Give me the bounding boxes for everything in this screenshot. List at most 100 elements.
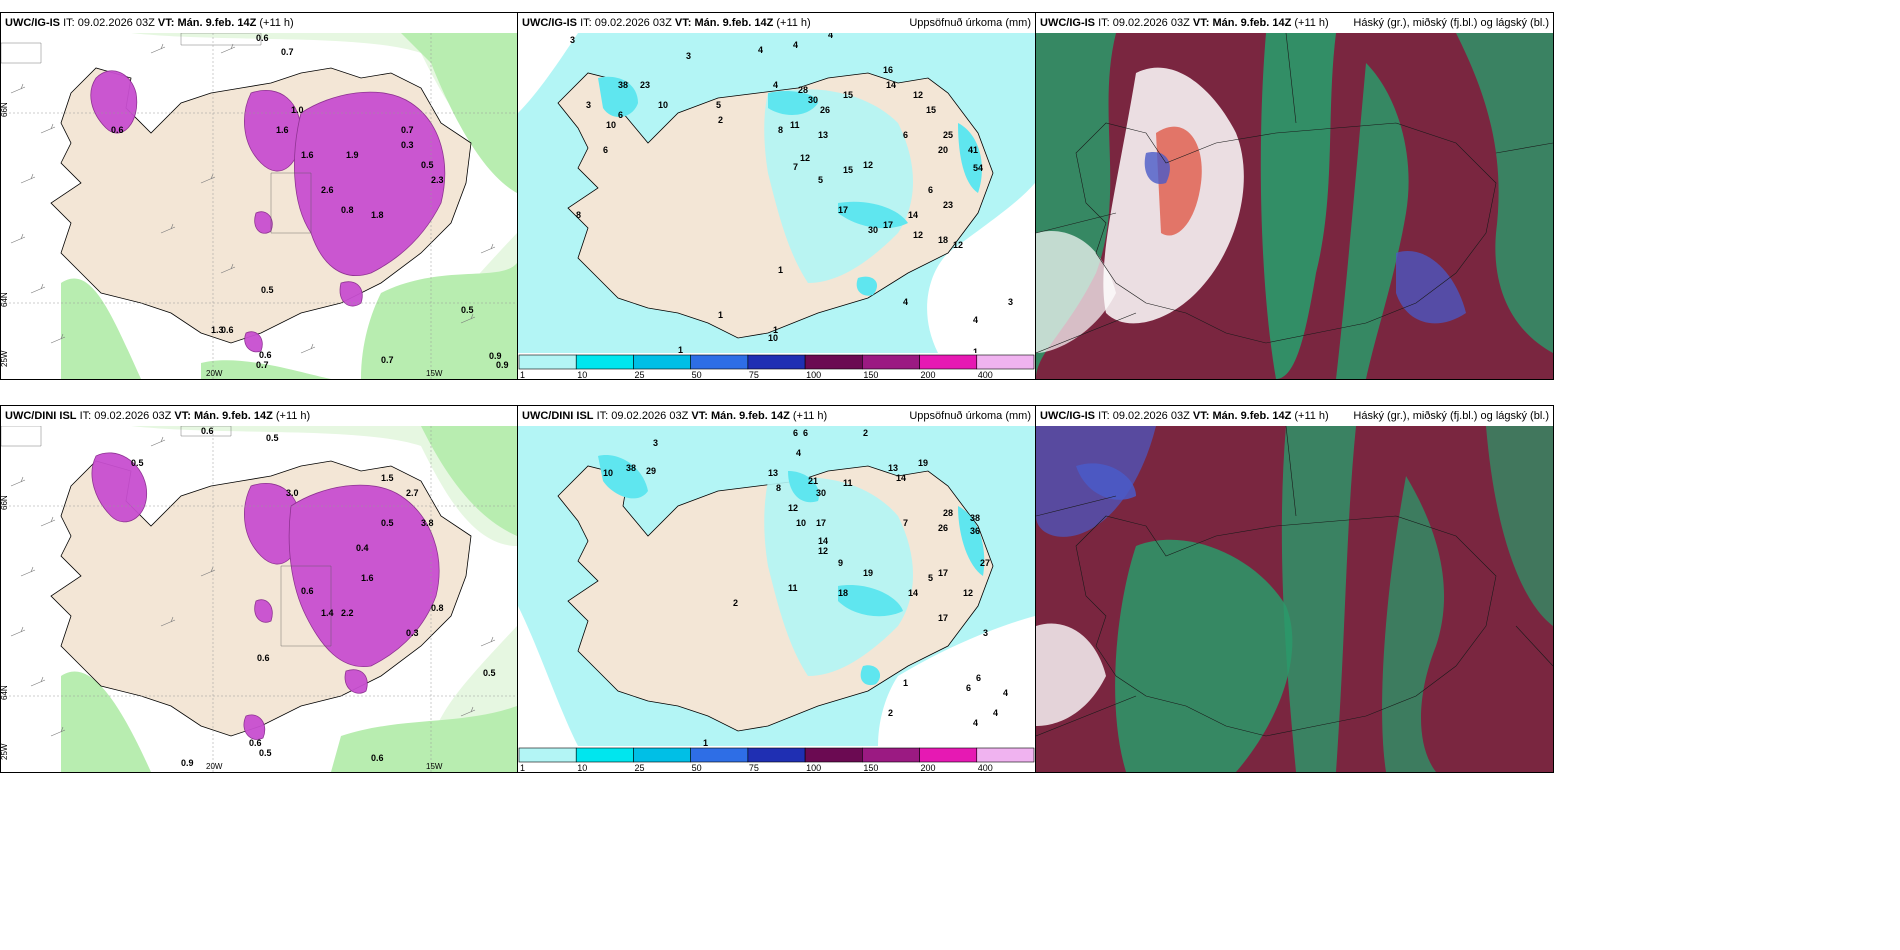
panel-header: UWC/IG-IS IT: 09.02.2026 03Z VT: Mán. 9.… — [518, 13, 1035, 33]
colorbar: 1 10 25 50 75 100 150 200 400 — [518, 746, 1035, 772]
panel-variable: Uppsöfnuð úrkoma (mm) — [909, 410, 1031, 422]
map-area[interactable]: 0.6 0.5 0.5 1.5 2.7 3.8 0.5 0.6 0.4 2.2 … — [1, 426, 517, 772]
svg-text:0.8: 0.8 — [431, 603, 444, 613]
value-labels: 0.7 0.6 0.5 0.6 1.6 1.9 0.7 0.6 0.3 2.3 … — [111, 33, 509, 370]
colorbar-tick-label: 1 — [520, 763, 525, 772]
svg-text:2: 2 — [718, 115, 723, 125]
svg-text:3: 3 — [653, 438, 658, 448]
svg-text:0.5: 0.5 — [483, 668, 496, 678]
svg-text:3: 3 — [586, 100, 591, 110]
svg-text:13: 13 — [768, 468, 778, 478]
map-area[interactable]: 0.7 0.6 0.5 0.6 1.6 1.9 0.7 0.6 0.3 2.3 … — [1, 33, 517, 379]
colorbar-tick-label: 100 — [806, 763, 821, 772]
svg-text:0.6: 0.6 — [259, 350, 272, 360]
svg-text:4: 4 — [973, 315, 978, 325]
svg-text:29: 29 — [646, 466, 656, 476]
svg-text:20W: 20W — [206, 369, 223, 378]
colorbar-swatch — [919, 747, 978, 763]
wind-map: 0.7 0.6 0.5 0.6 1.6 1.9 0.7 0.6 0.3 2.3 … — [1, 33, 517, 379]
svg-text:38: 38 — [626, 463, 636, 473]
svg-text:0.5: 0.5 — [421, 160, 434, 170]
svg-text:64N: 64N — [1, 292, 9, 307]
svg-text:16: 16 — [883, 65, 893, 75]
svg-text:38: 38 — [970, 513, 980, 523]
svg-text:9: 9 — [838, 558, 843, 568]
svg-text:25W: 25W — [1, 743, 9, 760]
map-area[interactable] — [1036, 33, 1553, 379]
colorbar-tick-label: 50 — [692, 763, 702, 772]
hatch-areas — [1, 33, 312, 234]
colorbar-swatch — [633, 354, 691, 370]
value-labels: 3 3 4 4 4 16 38 23 10 5 2 3 6 10 6 4 28 … — [570, 33, 1013, 353]
colorbar-tick-label: 150 — [863, 763, 878, 772]
svg-text:0.7: 0.7 — [256, 360, 269, 370]
precip-cyan-strong — [598, 76, 982, 296]
svg-text:66N: 66N — [1, 495, 9, 510]
svg-text:18: 18 — [838, 588, 848, 598]
svg-text:0.6: 0.6 — [201, 426, 214, 436]
colorbar-tick-label: 10 — [577, 763, 587, 772]
svg-text:0.9: 0.9 — [489, 351, 502, 361]
svg-text:4: 4 — [793, 40, 798, 50]
panel-dini-wind: UWC/DINI ISL IT: 09.02.2026 03Z VT: Mán.… — [0, 405, 518, 773]
svg-text:64N: 64N — [1, 685, 9, 700]
colorbar-swatch — [690, 747, 749, 763]
cloud-map — [1036, 426, 1553, 772]
svg-text:2.6: 2.6 — [321, 185, 334, 195]
svg-text:1: 1 — [718, 310, 723, 320]
panel-igis-precip: UWC/IG-IS IT: 09.02.2026 03Z VT: Mán. 9.… — [517, 12, 1036, 380]
svg-text:0.6: 0.6 — [111, 125, 124, 135]
svg-text:11: 11 — [843, 478, 853, 488]
svg-text:6: 6 — [903, 130, 908, 140]
panel-header: UWC/DINI ISL IT: 09.02.2026 03Z VT: Mán.… — [5, 410, 311, 422]
svg-text:20: 20 — [938, 145, 948, 155]
svg-text:19: 19 — [918, 458, 928, 468]
svg-text:1.6: 1.6 — [276, 125, 289, 135]
svg-text:30: 30 — [808, 95, 818, 105]
svg-text:1.3: 1.3 — [211, 325, 224, 335]
svg-text:0.6: 0.6 — [257, 653, 270, 663]
svg-text:2: 2 — [733, 598, 738, 608]
svg-text:13: 13 — [818, 130, 828, 140]
map-area[interactable] — [1036, 426, 1553, 772]
colorbar-tick-label: 400 — [978, 370, 993, 379]
svg-text:17: 17 — [816, 518, 826, 528]
svg-text:6: 6 — [803, 428, 808, 438]
svg-text:10: 10 — [768, 333, 778, 343]
svg-text:0.5: 0.5 — [266, 433, 279, 443]
svg-text:1: 1 — [678, 345, 683, 353]
precip-map: 3 6 6 2 10 38 29 4 13 21 30 11 13 14 19 … — [518, 426, 1035, 746]
svg-text:0.9: 0.9 — [181, 758, 194, 768]
svg-text:1: 1 — [773, 325, 778, 335]
colorbar-swatch — [690, 354, 749, 370]
precip-cyan — [764, 89, 913, 283]
svg-text:23: 23 — [640, 80, 650, 90]
colorbar-tick-label: 150 — [863, 370, 878, 379]
svg-text:6: 6 — [976, 673, 981, 683]
map-area[interactable]: 3 6 6 2 10 38 29 4 13 21 30 11 13 14 19 … — [518, 426, 1035, 746]
colorbar-tick-label: 200 — [921, 370, 936, 379]
svg-text:1.0: 1.0 — [291, 105, 304, 115]
svg-text:17: 17 — [838, 205, 848, 215]
svg-text:1: 1 — [903, 678, 908, 688]
precip-map: 3 3 4 4 4 16 38 23 10 5 2 3 6 10 6 4 28 … — [518, 33, 1035, 353]
svg-text:3.0: 3.0 — [286, 488, 299, 498]
svg-text:2.2: 2.2 — [341, 608, 354, 618]
svg-text:12: 12 — [788, 503, 798, 513]
colorbar-swatch — [518, 354, 577, 370]
svg-text:28: 28 — [943, 508, 953, 518]
svg-text:0.3: 0.3 — [401, 140, 414, 150]
svg-text:6: 6 — [793, 428, 798, 438]
svg-text:1.5: 1.5 — [381, 473, 394, 483]
svg-text:2.3: 2.3 — [431, 175, 444, 185]
svg-text:4: 4 — [973, 718, 978, 728]
map-area[interactable]: 3 3 4 4 4 16 38 23 10 5 2 3 6 10 6 4 28 … — [518, 33, 1035, 353]
colorbar-tick-label: 75 — [749, 370, 759, 379]
svg-text:14: 14 — [886, 80, 896, 90]
panel-header: UWC/DINI ISL IT: 09.02.2026 03Z VT: Mán.… — [518, 406, 1035, 426]
svg-text:38: 38 — [618, 80, 628, 90]
svg-text:26: 26 — [820, 105, 830, 115]
svg-text:0.4: 0.4 — [356, 543, 369, 553]
svg-text:8: 8 — [778, 125, 783, 135]
svg-text:12: 12 — [913, 90, 923, 100]
